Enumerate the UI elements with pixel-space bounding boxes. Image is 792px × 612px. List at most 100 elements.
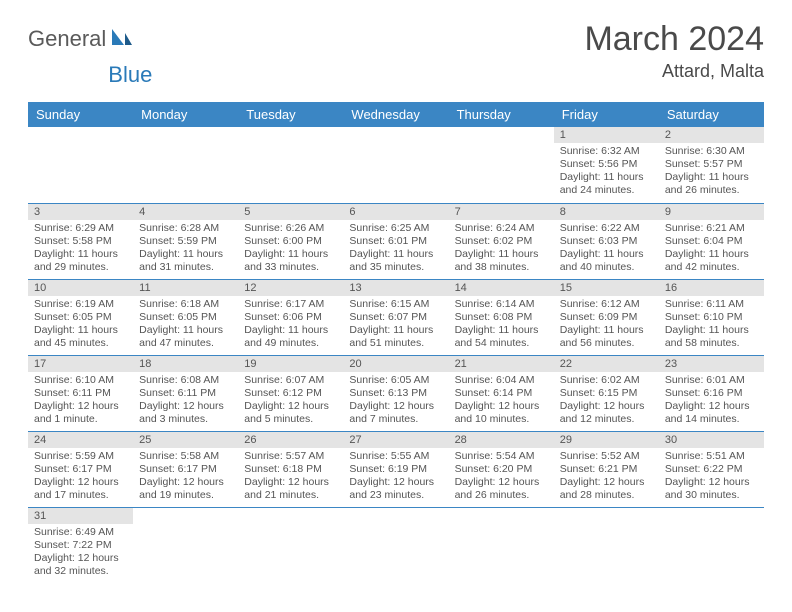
logo-sail-icon [110,27,134,52]
calendar-cell: 29Sunrise: 5:52 AMSunset: 6:21 PMDayligh… [554,431,659,507]
day-body: Sunrise: 6:26 AMSunset: 6:00 PMDaylight:… [238,220,343,279]
calendar-cell: 28Sunrise: 5:54 AMSunset: 6:20 PMDayligh… [449,431,554,507]
daylight-text: Daylight: 11 hours and 38 minutes. [455,248,548,274]
day-number: 2 [659,127,764,143]
day-body: Sunrise: 6:10 AMSunset: 6:11 PMDaylight:… [28,372,133,431]
sunrise-text: Sunrise: 5:58 AM [139,450,232,463]
sunrise-text: Sunrise: 6:12 AM [560,298,653,311]
daylight-text: Daylight: 11 hours and 35 minutes. [349,248,442,274]
empty-day [449,508,554,524]
day-number: 28 [449,432,554,448]
daylight-text: Daylight: 12 hours and 26 minutes. [455,476,548,502]
calendar-cell: 27 Sunrise: 5:55 AMSunset: 6:19 PMDayligh… [343,431,448,507]
day-body: Sunrise: 6:30 AMSunset: 5:57 PMDaylight:… [659,143,764,202]
empty-day [449,127,554,143]
day-number: 30 [659,432,764,448]
day-number: 8 [554,204,659,220]
day-body: Sunrise: 6:05 AMSunset: 6:13 PMDaylight:… [343,372,448,431]
day-body: Sunrise: 6:49 AMSunset: 7:22 PMDaylight:… [28,524,133,583]
sunrise-text: Sunrise: 6:28 AM [139,222,232,235]
sunrise-text: Sunrise: 5:54 AM [455,450,548,463]
empty-day [554,508,659,524]
calendar-table: Sunday Monday Tuesday Wednesday Thursday… [28,102,764,583]
sunset-text: Sunset: 5:56 PM [560,158,653,171]
day-body: Sunrise: 5:52 AMSunset: 6:21 PMDaylight:… [554,448,659,507]
calendar-cell: 7Sunrise: 6:24 AMSunset: 6:02 PMDaylight… [449,203,554,279]
location: Attard, Malta [584,61,764,82]
day-number: 13 [343,280,448,296]
daylight-text: Daylight: 12 hours and 17 minutes. [34,476,127,502]
sunrise-text: Sunrise: 6:14 AM [455,298,548,311]
sunset-text: Sunset: 6:13 PM [349,387,442,400]
day-number: 21 [449,356,554,372]
daylight-text: Daylight: 12 hours and 10 minutes. [455,400,548,426]
sunset-text: Sunset: 6:01 PM [349,235,442,248]
sunset-text: Sunset: 6:05 PM [34,311,127,324]
logo-text-blue: Blue [108,62,152,88]
daylight-text: Daylight: 12 hours and 5 minutes. [244,400,337,426]
sunrise-text: Sunrise: 6:22 AM [560,222,653,235]
day-body: Sunrise: 5:54 AMSunset: 6:20 PMDaylight:… [449,448,554,507]
empty-day [343,127,448,143]
day-body: Sunrise: 5:57 AMSunset: 6:18 PMDaylight:… [238,448,343,507]
day-body: Sunrise: 6:29 AMSunset: 5:58 PMDaylight:… [28,220,133,279]
calendar-cell [133,127,238,203]
sunrise-text: Sunrise: 6:25 AM [349,222,442,235]
day-header: Wednesday [343,102,448,127]
sunrise-text: Sunrise: 6:32 AM [560,145,653,158]
sunrise-text: Sunrise: 6:24 AM [455,222,548,235]
sunset-text: Sunset: 6:12 PM [244,387,337,400]
calendar-cell: 4Sunrise: 6:28 AMSunset: 5:59 PMDaylight… [133,203,238,279]
day-body: Sunrise: 6:21 AMSunset: 6:04 PMDaylight:… [659,220,764,279]
daylight-text: Daylight: 11 hours and 54 minutes. [455,324,548,350]
calendar-cell: 13Sunrise: 6:15 AMSunset: 6:07 PMDayligh… [343,279,448,355]
sunrise-text: Sunrise: 6:21 AM [665,222,758,235]
daylight-text: Daylight: 11 hours and 49 minutes. [244,324,337,350]
day-body: Sunrise: 6:08 AMSunset: 6:11 PMDaylight:… [133,372,238,431]
calendar-cell [133,507,238,583]
daylight-text: Daylight: 11 hours and 29 minutes. [34,248,127,274]
daylight-text: Daylight: 12 hours and 14 minutes. [665,400,758,426]
sunset-text: Sunset: 6:15 PM [560,387,653,400]
sunset-text: Sunset: 6:19 PM [349,463,442,476]
sunrise-text: Sunrise: 6:49 AM [34,526,127,539]
calendar-cell: 12Sunrise: 6:17 AMSunset: 6:06 PMDayligh… [238,279,343,355]
daylight-text: Daylight: 12 hours and 23 minutes. [349,476,442,502]
sunrise-text: Sunrise: 6:08 AM [139,374,232,387]
day-header: Tuesday [238,102,343,127]
sunrise-text: Sunrise: 5:59 AM [34,450,127,463]
sunrise-text: Sunrise: 6:10 AM [34,374,127,387]
day-number: 12 [238,280,343,296]
daylight-text: Daylight: 11 hours and 33 minutes. [244,248,337,274]
day-body: Sunrise: 6:19 AMSunset: 6:05 PMDaylight:… [28,296,133,355]
page-title: March 2024 [584,20,764,59]
calendar-cell: 30Sunrise: 5:51 AMSunset: 6:22 PMDayligh… [659,431,764,507]
day-number: 23 [659,356,764,372]
calendar-cell: 14Sunrise: 6:14 AMSunset: 6:08 PMDayligh… [449,279,554,355]
day-number: 15 [554,280,659,296]
day-number: 7 [449,204,554,220]
day-number: 20 [343,356,448,372]
sunrise-text: Sunrise: 6:11 AM [665,298,758,311]
day-number: 11 [133,280,238,296]
sunset-text: Sunset: 6:06 PM [244,311,337,324]
sunrise-text: Sunrise: 5:55 AM [349,450,442,463]
daylight-text: Daylight: 11 hours and 42 minutes. [665,248,758,274]
sunset-text: Sunset: 6:16 PM [665,387,758,400]
day-body: Sunrise: 6:25 AMSunset: 6:01 PMDaylight:… [343,220,448,279]
sunset-text: Sunset: 6:17 PM [139,463,232,476]
day-header-row: Sunday Monday Tuesday Wednesday Thursday… [28,102,764,127]
daylight-text: Daylight: 12 hours and 30 minutes. [665,476,758,502]
day-body: Sunrise: 6:32 AMSunset: 5:56 PMDaylight:… [554,143,659,202]
sunrise-text: Sunrise: 6:07 AM [244,374,337,387]
daylight-text: Daylight: 11 hours and 40 minutes. [560,248,653,274]
day-number: 27 [343,432,448,448]
day-header: Saturday [659,102,764,127]
day-body: Sunrise: 6:07 AMSunset: 6:12 PMDaylight:… [238,372,343,431]
calendar-cell: 5Sunrise: 6:26 AMSunset: 6:00 PMDaylight… [238,203,343,279]
calendar-row: 10Sunrise: 6:19 AMSunset: 6:05 PMDayligh… [28,279,764,355]
sunset-text: Sunset: 6:11 PM [34,387,127,400]
day-number: 6 [343,204,448,220]
day-body: Sunrise: 6:12 AMSunset: 6:09 PMDaylight:… [554,296,659,355]
calendar-cell [28,127,133,203]
